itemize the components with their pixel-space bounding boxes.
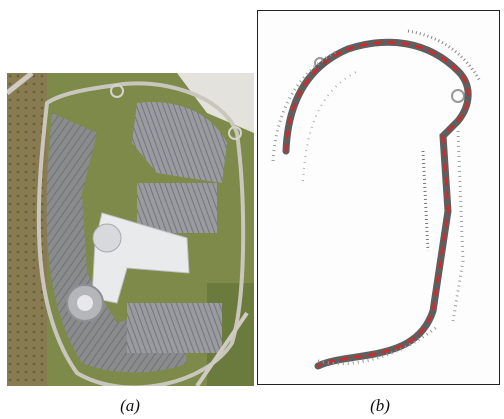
aerial-photo-graphic <box>7 73 254 386</box>
aerial-photo <box>7 73 254 386</box>
point-map <box>257 10 500 385</box>
panel-b-caption: (b) <box>370 396 390 415</box>
point-map-graphic <box>271 29 482 370</box>
panel-a-caption: (a) <box>120 396 140 415</box>
